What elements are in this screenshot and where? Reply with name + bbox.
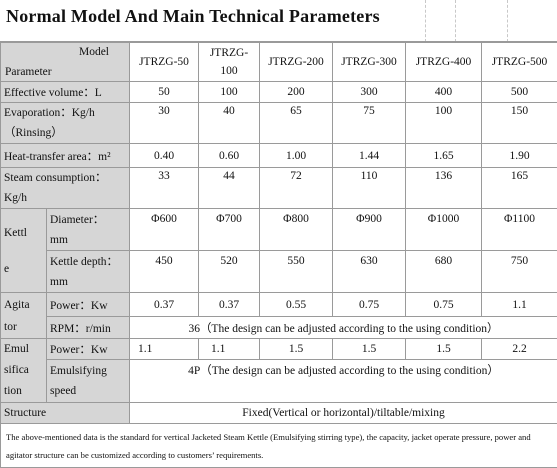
evaporation-label: Evaporation：Kg/h （Rinsing） (1, 103, 130, 144)
steam-consumption-value: 44 (199, 168, 260, 209)
header-corner-cell: Model Parameter (1, 43, 130, 82)
kettle-diameter-value: Φ1000 (406, 209, 482, 251)
emulsifying-speed-value: 4P（The design can be adjusted according … (130, 360, 557, 403)
agitator-power-value: 1.1 (482, 293, 557, 317)
evaporation-value: 100 (406, 103, 482, 144)
emulsification-power-value: 1.1 (130, 339, 199, 360)
agitator-power-value: 0.55 (260, 293, 333, 317)
steam-consumption-label: Steam consumption： Kg/h (1, 168, 130, 209)
table-row: Evaporation：Kg/h （Rinsing） 30 40 65 75 1… (1, 103, 557, 144)
table-row: Structure Fixed(Vertical or horizontal)/… (1, 403, 557, 424)
effective-volume-value: 200 (260, 82, 333, 103)
effective-volume-value: 400 (406, 82, 482, 103)
table-row: Effective volume：L 50 100 200 300 400 50… (1, 82, 557, 103)
kettle-diameter-value: Φ900 (333, 209, 406, 251)
kettle-depth-label: Kettle depth： mm (47, 251, 130, 293)
kettle-diameter-value: Φ1100 (482, 209, 557, 251)
table-row: The above-mentioned data is the standard… (1, 424, 557, 468)
gridline (507, 0, 508, 42)
kettle-group-label: Kettl e (1, 209, 47, 293)
footnote: The above-mentioned data is the standard… (1, 424, 557, 468)
table-row: Kettle depth： mm 450 520 550 630 680 750 (1, 251, 557, 293)
model-header: JTRZG-200 (260, 43, 333, 82)
kettle-diameter-value: Φ800 (260, 209, 333, 251)
emulsification-power-label: Power：Kw (47, 339, 130, 360)
table-row: Steam consumption： Kg/h 33 44 72 110 136… (1, 168, 557, 209)
effective-volume-value: 300 (333, 82, 406, 103)
evaporation-value: 75 (333, 103, 406, 144)
parameters-table: Model Parameter JTRZG-50 JTRZG- 100 JTRZ… (0, 42, 557, 468)
agitator-power-value: 0.75 (406, 293, 482, 317)
emulsification-power-value: 1.5 (406, 339, 482, 360)
agitator-power-value: 0.37 (130, 293, 199, 317)
heat-transfer-value: 1.65 (406, 144, 482, 168)
kettle-diameter-value: Φ600 (130, 209, 199, 251)
steam-consumption-value: 110 (333, 168, 406, 209)
heat-transfer-value: 0.40 (130, 144, 199, 168)
model-header: JTRZG-50 (130, 43, 199, 82)
structure-label: Structure (1, 403, 130, 424)
kettle-depth-value: 520 (199, 251, 260, 293)
emulsification-power-value: 1.1 (199, 339, 260, 360)
model-header-label: Model (79, 46, 109, 58)
emulsification-power-value: 2.2 (482, 339, 557, 360)
evaporation-value: 150 (482, 103, 557, 144)
table-row: Kettl e Diameter： mm Φ600 Φ700 Φ800 Φ900… (1, 209, 557, 251)
steam-consumption-value: 72 (260, 168, 333, 209)
table-row: Emulsifying speed 4P（The design can be a… (1, 360, 557, 403)
emulsification-power-value: 1.5 (260, 339, 333, 360)
steam-consumption-value: 136 (406, 168, 482, 209)
heat-transfer-label: Heat-transfer area：m² (1, 144, 130, 168)
agitator-rpm-label: RPM：r/min (47, 317, 130, 339)
kettle-depth-value: 630 (333, 251, 406, 293)
steam-consumption-value: 165 (482, 168, 557, 209)
agitator-power-value: 0.75 (333, 293, 406, 317)
gridline (425, 0, 426, 42)
table-row: Emul sifica tion Power：Kw 1.1 1.1 1.5 1.… (1, 339, 557, 360)
structure-value: Fixed(Vertical or horizontal)/tiltable/m… (130, 403, 557, 424)
emulsifying-speed-label: Emulsifying speed (47, 360, 130, 403)
emulsification-power-value: 1.5 (333, 339, 406, 360)
model-header: JTRZG- 100 (199, 43, 260, 82)
kettle-diameter-label: Diameter： mm (47, 209, 130, 251)
effective-volume-value: 500 (482, 82, 557, 103)
header-row: Model Parameter JTRZG-50 JTRZG- 100 JTRZ… (1, 43, 557, 82)
agitator-power-value: 0.37 (199, 293, 260, 317)
heat-transfer-value: 1.00 (260, 144, 333, 168)
effective-volume-label: Effective volume：L (1, 82, 130, 103)
effective-volume-value: 50 (130, 82, 199, 103)
evaporation-value: 40 (199, 103, 260, 144)
kettle-depth-value: 680 (406, 251, 482, 293)
gridline (455, 0, 456, 42)
kettle-diameter-value: Φ700 (199, 209, 260, 251)
table-row: Agita tor Power：Kw 0.37 0.37 0.55 0.75 0… (1, 293, 557, 317)
agitator-group-label: Agita tor (1, 293, 47, 339)
kettle-depth-value: 750 (482, 251, 557, 293)
evaporation-value: 65 (260, 103, 333, 144)
agitator-rpm-value: 36（The design can be adjusted according … (130, 317, 557, 339)
agitator-power-label: Power：Kw (47, 293, 130, 317)
model-header: JTRZG-300 (333, 43, 406, 82)
table-row: RPM：r/min 36（The design can be adjusted … (1, 317, 557, 339)
model-header: JTRZG-500 (482, 43, 557, 82)
emulsification-group-label: Emul sifica tion (1, 339, 47, 403)
evaporation-value: 30 (130, 103, 199, 144)
heat-transfer-value: 1.90 (482, 144, 557, 168)
parameter-header-label: Parameter (5, 66, 52, 78)
page-title: Normal Model And Main Technical Paramete… (6, 6, 380, 27)
heat-transfer-value: 1.44 (333, 144, 406, 168)
model-header: JTRZG-400 (406, 43, 482, 82)
effective-volume-value: 100 (199, 82, 260, 103)
kettle-depth-value: 450 (130, 251, 199, 293)
table-row: Heat-transfer area：m² 0.40 0.60 1.00 1.4… (1, 144, 557, 168)
steam-consumption-value: 33 (130, 168, 199, 209)
heat-transfer-value: 0.60 (199, 144, 260, 168)
kettle-depth-value: 550 (260, 251, 333, 293)
